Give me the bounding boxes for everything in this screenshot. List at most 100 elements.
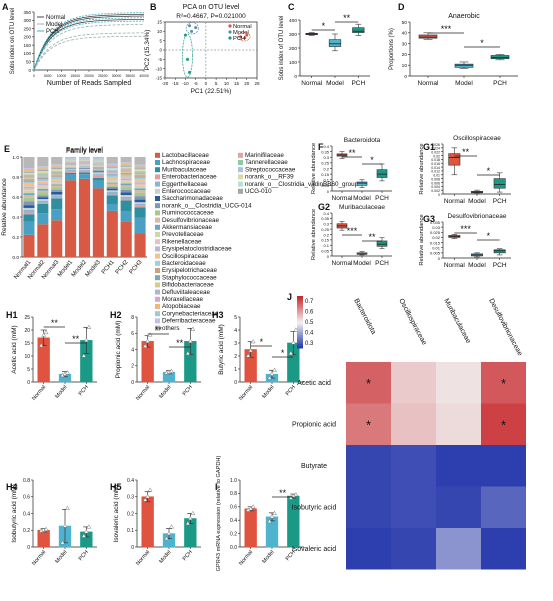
stack-segment [106,172,118,174]
stack-segment [65,157,77,158]
x-tick-label: PCH [493,80,507,87]
stack-segment [106,166,118,168]
panel-letter: G1 [423,142,435,152]
stack-segment [120,173,132,175]
stack-segment [51,220,63,257]
heatmap-row-label: Isobutyric acid [292,504,337,511]
stack-segment [37,166,49,168]
stack-segment [134,185,146,189]
y-tick-label: 0.4 [12,215,19,221]
y-tick-label: 0.018 [431,158,440,162]
colorbar-step [297,297,303,300]
stack-segment [92,172,104,175]
stack-segment [37,213,49,225]
stack-segment [23,209,35,213]
stack-segment [51,190,63,192]
legend-swatch [155,181,160,187]
stack-segment [134,173,146,175]
y-tick-label: 0.01 [432,246,441,251]
x-tick-label: Normal [301,80,323,87]
stack-segment [106,168,118,169]
stack-segment [51,185,63,188]
colorbar-step [297,332,303,335]
data-point [188,24,192,28]
stack-segment [23,168,35,170]
stack-segment [23,176,35,178]
stack-segment [92,188,104,257]
data-point [142,343,148,348]
x-tick-label: Normal [444,198,466,205]
y-tick-label: 0.002 [431,189,440,193]
stack-segment [134,190,146,193]
x-tick-label: 20 [244,81,250,86]
stack-segment [134,170,146,172]
stack-segment [78,172,91,175]
stack-segment [23,212,35,215]
bar [265,516,279,548]
data-point [185,57,189,61]
stack-segment [106,177,118,180]
stack-segment [51,172,63,174]
stack-segment [106,170,118,172]
bar [141,496,154,548]
y-tick-label: 0.035 [430,220,441,225]
y-tick-label: 0.004 [431,185,440,189]
colorbar-step [297,335,303,337]
legend-swatch [155,289,160,295]
y-tick-label: 0 [327,254,330,259]
x-tick-label: Model [468,262,486,269]
panel-letter: H2 [110,310,122,320]
stack-segment [37,190,49,193]
heatmap-cell [391,362,436,404]
stack-segment [51,168,63,170]
heatmap-cell [346,486,391,528]
data-point [65,370,70,375]
stack-segment [120,192,132,196]
colorbar-step [297,315,303,318]
stack-segment [37,167,49,169]
significance-label: * [370,155,374,165]
stack-segment [37,202,49,204]
stack-segment [23,180,35,182]
data-point [272,510,277,516]
y-tick-label: 0.03 [432,225,441,230]
colorbar-step [297,329,303,332]
data-point [83,529,89,534]
significance-star: * [501,376,506,391]
data-point [81,533,87,538]
significance-label: ** [348,148,356,158]
x-tick-label: PCH [78,384,90,397]
panel-letter: D [398,2,405,12]
stack-segment [51,184,63,186]
colorbar-step [297,327,303,329]
stack-segment [23,193,35,195]
stack-segment [106,157,118,164]
y-tick-label: 300 [289,32,297,38]
y-tick-label: 0 [131,380,134,386]
y-tick-label: 0 [404,74,407,80]
data-point [269,371,275,376]
stack-segment [134,207,146,218]
y-tick-label: 0.2 [23,528,30,534]
data-point [267,518,272,524]
x-tick-label: Model [468,198,486,205]
legend-label: Erysipelotrichaceae [162,267,217,274]
y-tick-label: 0.2 [230,531,237,537]
legend-marker [228,36,232,40]
stack-segment [134,179,146,183]
panel-G2: 00.050.10.150.20.250.30.350.4 Relative ab… [311,202,392,267]
y-axis-label: Sobs index on OTU level [10,8,16,74]
x-tick-label: 35000 [126,74,136,78]
x-tick-label: 15 [234,81,240,86]
x-tick-label: PCH [351,80,365,87]
x-tick-label: Model [54,549,68,564]
stack-segment [106,163,118,165]
colorbar-step [297,309,303,311]
legend-label: Ruminococcaceae [162,210,214,217]
heatmap-col-label: Muribaculaceae [442,298,471,345]
y-tick-label: 20 [402,52,408,58]
stack-segment [78,170,91,173]
y-tick-label: 0.1 [323,178,329,183]
panel-letter: H5 [110,482,122,492]
y-tick-label: 0.6 [23,495,30,501]
